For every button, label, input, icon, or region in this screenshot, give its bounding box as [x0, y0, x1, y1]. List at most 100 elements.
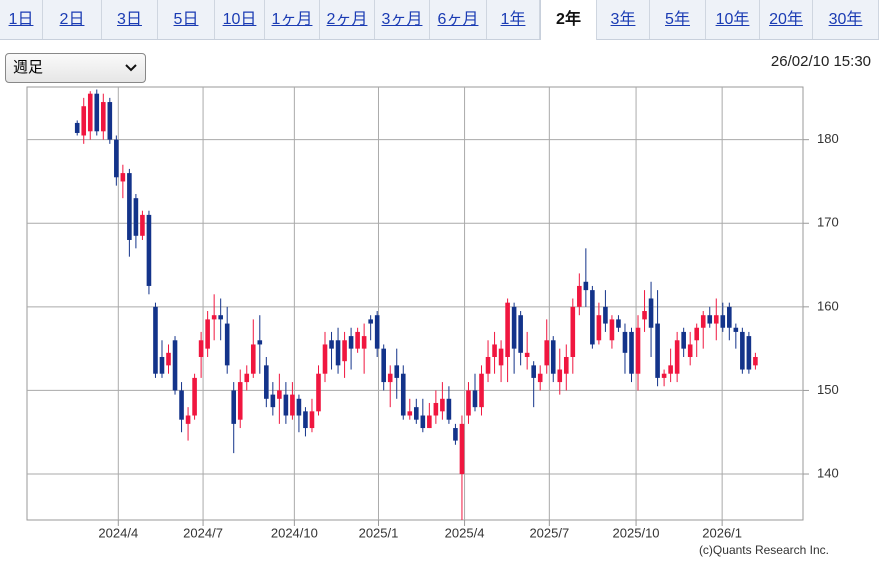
- candle-body: [361, 336, 367, 349]
- candle-body: [185, 415, 191, 424]
- candle-body: [550, 340, 556, 374]
- chevron: [125, 64, 137, 72]
- candle-body: [231, 390, 237, 424]
- y-tick-label: 170: [817, 215, 839, 230]
- candle-body: [205, 319, 210, 349]
- candle-body: [453, 428, 458, 441]
- candle-body: [283, 394, 289, 416]
- candle-body: [100, 102, 106, 132]
- x-tick-label: 2025/1: [359, 525, 399, 540]
- timestamp: 26/02/10 15:30: [770, 53, 871, 70]
- candle-body: [518, 315, 523, 353]
- candle-body: [322, 344, 328, 374]
- tab[interactable]: 5日: [158, 0, 215, 39]
- tab[interactable]: 10日: [215, 0, 265, 39]
- candle-body: [348, 336, 354, 349]
- candle-body: [557, 369, 563, 383]
- candle-body: [427, 415, 432, 429]
- tab[interactable]: 3日: [102, 0, 158, 39]
- candle-body: [290, 394, 295, 416]
- candle-body: [674, 340, 680, 374]
- candle-body: [583, 281, 589, 291]
- candle-body: [713, 315, 719, 324]
- candle-body: [257, 340, 263, 345]
- candle-body: [296, 398, 302, 416]
- candle-body: [407, 411, 413, 416]
- candle-body: [94, 93, 100, 132]
- candle-body: [694, 327, 700, 341]
- candle-body: [342, 340, 347, 362]
- candle-body: [224, 323, 230, 366]
- candle-body: [387, 373, 393, 383]
- y-tick-label: 160: [817, 298, 839, 313]
- candle-body: [629, 331, 634, 374]
- y-tick-label: 140: [817, 465, 839, 480]
- candle-body: [316, 373, 321, 412]
- candle-body: [648, 298, 654, 328]
- candle-body: [244, 373, 250, 383]
- candle-body: [355, 331, 360, 349]
- candle-body: [414, 407, 419, 420]
- candle-body: [264, 365, 269, 399]
- tab[interactable]: 10年: [706, 0, 760, 39]
- candle-body: [577, 285, 582, 307]
- candle-body: [446, 398, 452, 420]
- candle-body: [635, 327, 641, 374]
- candle-body: [740, 331, 745, 370]
- candle-body: [179, 390, 184, 420]
- tab[interactable]: 1ヶ月: [265, 0, 320, 39]
- candle-body: [400, 373, 406, 416]
- y-tick-label: 150: [817, 382, 839, 397]
- candle-body: [727, 306, 732, 328]
- tab[interactable]: 1年: [487, 0, 540, 39]
- tab[interactable]: 1日: [0, 0, 43, 39]
- candle-body: [531, 365, 536, 378]
- tab[interactable]: 3年: [597, 0, 650, 39]
- candle-body: [440, 398, 445, 412]
- candle-body: [687, 344, 693, 357]
- x-tick-label: 2026/1: [702, 525, 742, 540]
- candle-body: [505, 302, 510, 357]
- candle-body: [218, 315, 223, 320]
- candle-body: [107, 102, 113, 140]
- x-tick-label: 2024/4: [98, 525, 138, 540]
- candle-body: [707, 315, 713, 324]
- candle-body: [459, 423, 465, 475]
- credit: (c)Quants Research Inc.: [699, 543, 829, 557]
- tab[interactable]: 3ヶ月: [375, 0, 430, 39]
- candle-body: [746, 336, 752, 370]
- candle-body: [211, 315, 217, 320]
- period-select[interactable]: 週足: [5, 53, 146, 83]
- candle-body: [420, 415, 426, 429]
- tab[interactable]: 2ヶ月: [320, 0, 375, 39]
- candle-body: [146, 214, 152, 286]
- tab[interactable]: 2日: [43, 0, 102, 39]
- candle-body: [172, 340, 178, 391]
- candle-body: [609, 319, 615, 341]
- candle-body: [114, 139, 119, 178]
- candle-body: [642, 311, 647, 320]
- plot-area: [26, 86, 804, 521]
- candle-body: [381, 348, 386, 383]
- tab[interactable]: 20年: [760, 0, 813, 39]
- tab[interactable]: 6ヶ月: [430, 0, 487, 39]
- candle-body: [120, 173, 126, 182]
- period-tabs: 1日 2日 3日 5日 10日 1ヶ月 2ヶ月 3ヶ月 6ヶ月 1年 2年 3年 5年 10年 20年 30年: [0, 0, 879, 40]
- candle-body: [87, 93, 93, 132]
- candle-body: [198, 340, 204, 357]
- candle-body: [753, 356, 758, 366]
- candle-body: [81, 106, 87, 136]
- tab[interactable]: 30年: [813, 0, 879, 39]
- y-tick-label: 180: [817, 131, 839, 146]
- candle-body: [733, 327, 739, 332]
- candle-body: [616, 319, 621, 328]
- candle-body: [74, 122, 80, 133]
- tab[interactable]: 2年: [540, 0, 597, 40]
- candle-body: [270, 394, 276, 408]
- candle-body: [133, 198, 139, 236]
- tab[interactable]: 5年: [650, 0, 706, 39]
- candle-body: [498, 348, 504, 366]
- candle-body: [570, 306, 576, 357]
- candle-body: [544, 340, 550, 366]
